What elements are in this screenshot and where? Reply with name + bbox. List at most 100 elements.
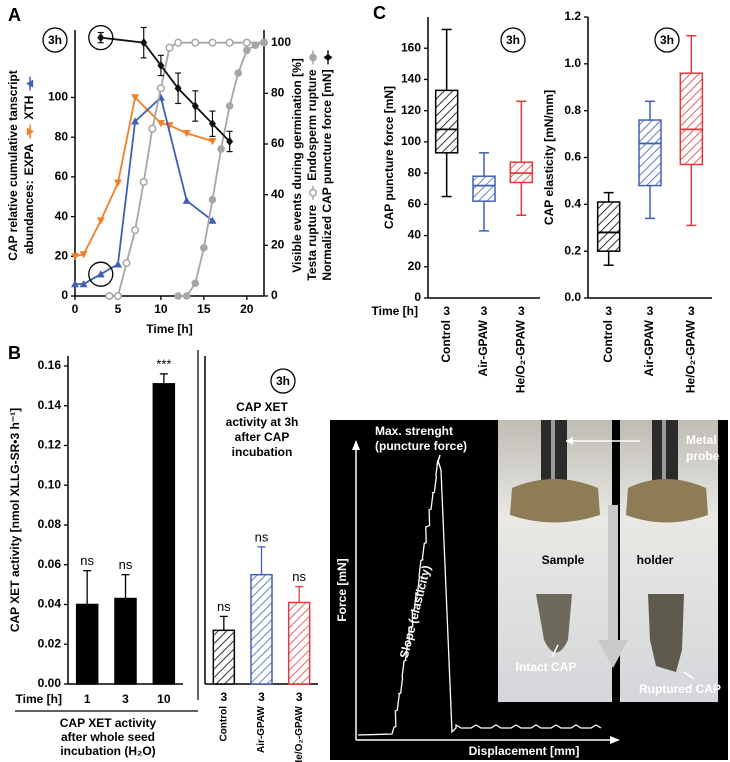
marker	[191, 279, 200, 288]
y-tick-label: 100	[271, 35, 291, 49]
time-label: 3	[688, 304, 695, 318]
marker	[71, 253, 79, 261]
probe-shine	[662, 420, 666, 492]
box	[679, 72, 704, 166]
significance-label: ns	[217, 599, 231, 614]
intact-cap	[536, 594, 572, 653]
marker	[131, 117, 140, 125]
y-tick-label: 100	[401, 134, 421, 148]
badge-ring	[500, 27, 526, 53]
marker	[96, 217, 105, 225]
marker	[131, 94, 140, 102]
y-tick-label: 60	[408, 197, 422, 211]
time-label: 3	[518, 304, 525, 318]
caption: CAP XET activity	[60, 716, 157, 730]
y-tick-label: 0.2	[564, 243, 581, 257]
marker	[105, 291, 114, 301]
annotation: Metal	[686, 433, 717, 447]
bar	[114, 597, 137, 685]
annotation: probe	[686, 449, 720, 463]
x-tick-label: He/O₂-GPAW	[684, 319, 698, 393]
box	[596, 201, 621, 252]
annotation: Ruptured CAP	[639, 682, 721, 696]
marker	[208, 38, 217, 47]
y-tick-label: 160	[401, 40, 421, 54]
y-tick-label: 0.14	[38, 398, 62, 412]
legend-text: Testa rupture	[305, 204, 319, 280]
marker	[182, 196, 191, 204]
legend-text: Normalized CAP puncture force [mN]	[320, 69, 334, 280]
marker	[122, 259, 131, 268]
y-tick-label: 0.8	[564, 103, 581, 117]
y-tick-label: 60	[271, 136, 285, 150]
axis-label: Force [mN]	[335, 558, 349, 621]
y-tick-label: 40	[271, 187, 285, 201]
x-tick-label: 1	[84, 692, 91, 706]
time-label: 3	[443, 304, 450, 318]
marker	[208, 216, 217, 224]
ruptured-cap	[648, 594, 684, 672]
y-tick-label: 0.02	[38, 636, 62, 650]
y-tick-label: 0	[414, 290, 421, 304]
seed-tissue	[626, 479, 708, 523]
marker	[251, 41, 260, 49]
marker	[97, 33, 105, 43]
marker	[113, 260, 122, 268]
box	[638, 119, 662, 187]
y-tick-label: 40	[408, 228, 422, 242]
time-label: 3	[605, 304, 612, 318]
marker	[174, 83, 182, 93]
y-tick-label: 0.08	[38, 517, 62, 531]
series-line	[75, 95, 214, 285]
y-tick-label: 60	[55, 169, 69, 183]
x-tick-label: He/O₂-GPAW	[514, 319, 528, 393]
time-axis-label: Time [h]	[16, 692, 62, 706]
legend-text: Visible events during germination [%]	[290, 58, 304, 272]
marker	[208, 137, 217, 146]
marker	[139, 177, 148, 187]
marker	[113, 291, 123, 301]
significance-label: ns	[119, 557, 133, 572]
box	[434, 89, 459, 154]
legend-key	[309, 50, 317, 65]
x-tick-label: 10	[154, 302, 168, 316]
arrowhead	[610, 736, 620, 744]
series-line	[109, 41, 264, 297]
y-tick-label: 1.0	[564, 56, 581, 70]
y-tick-label: 80	[271, 86, 285, 100]
panel-d: Force [mN] Displacement [mm] Max. streng…	[330, 420, 728, 760]
x-tick-label: Control	[218, 706, 229, 742]
y-tick-label: 80	[408, 165, 422, 179]
caption: after whole seed	[61, 730, 155, 744]
marker	[208, 195, 217, 204]
y-tick-label: 0.00	[38, 676, 62, 690]
x-tick-label: Control	[439, 320, 453, 363]
x-tick-label: Air-GPAW	[476, 319, 490, 376]
panel-letter: B	[8, 343, 21, 363]
marker	[174, 292, 182, 300]
x-tick-label: 20	[240, 302, 254, 316]
marker	[131, 226, 140, 235]
x-axis-label: Time [h]	[146, 322, 192, 336]
annotation: after CAP	[235, 430, 290, 444]
rotated-legend: Testa rupture Endosperm rupture	[305, 50, 319, 281]
y-tick-label: 80	[55, 129, 69, 143]
y-tick-label: 0.06	[38, 557, 62, 571]
marker	[191, 101, 199, 111]
panel-letter: A	[8, 5, 21, 25]
x-tick-label: 15	[197, 302, 211, 316]
marker	[182, 292, 191, 300]
time-axis-label: Time [h]	[372, 304, 418, 318]
y-axis-label: CAP XET activity [nmol XLLG-SR•3 h⁻¹]	[8, 408, 22, 632]
annotation: Sample	[542, 553, 585, 567]
caption: incubation (H₂O)	[60, 744, 155, 758]
legend-marker	[308, 188, 318, 197]
annotation: Intact CAP	[516, 660, 577, 674]
panel-letter: C	[373, 3, 386, 23]
badge-ring	[270, 368, 296, 394]
legend-text: Endosperm rupture	[305, 69, 319, 181]
y-tick-label: 140	[401, 72, 421, 86]
bar	[250, 573, 273, 685]
badge: 3h	[276, 374, 290, 388]
